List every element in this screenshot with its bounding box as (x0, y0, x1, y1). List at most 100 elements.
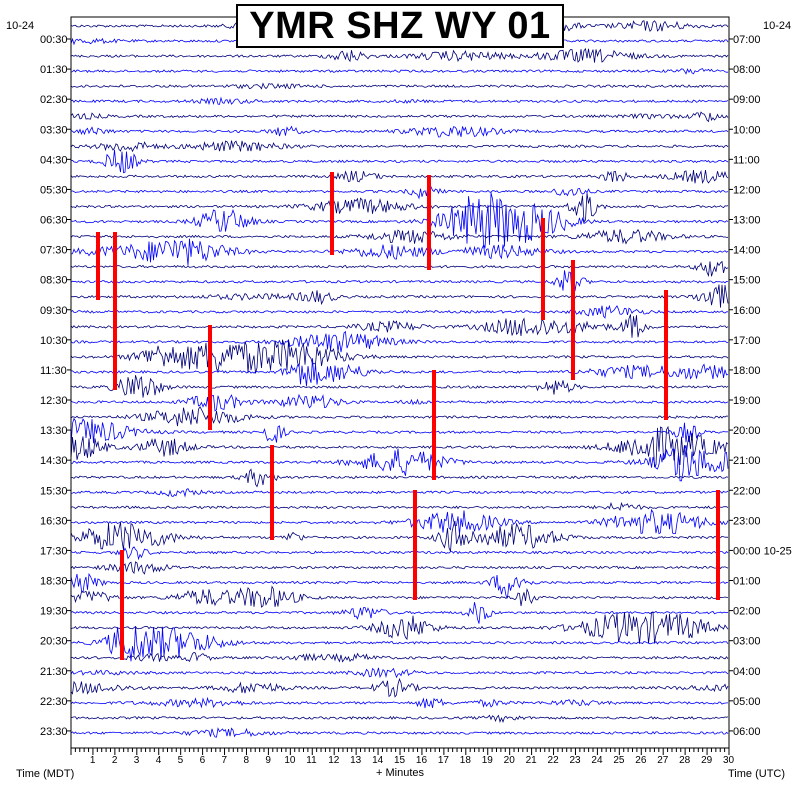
right-time-label: 03:00 (733, 636, 761, 648)
left-time-label: 23:30 (40, 726, 68, 738)
x-tick-label: 28 (679, 755, 691, 766)
x-tick-label: 21 (526, 755, 538, 766)
clipped-signal (427, 175, 431, 270)
trace-row (70, 170, 729, 184)
trace-row (70, 468, 729, 488)
right-time-label: 15:00 (733, 275, 761, 287)
clipped-signal (571, 260, 575, 380)
x-tick-label: 12 (328, 755, 340, 766)
left-time-label: 19:30 (40, 606, 68, 618)
right-time-label: 14:00 (733, 245, 761, 257)
right-time-label: 06:00 (733, 726, 761, 738)
trace-row (70, 611, 729, 644)
trace-row (70, 330, 729, 353)
x-tick-label: 5 (178, 755, 184, 766)
left-time-label: 02:30 (40, 94, 68, 106)
clipped-signal (716, 490, 720, 600)
x-tick-label: 25 (613, 755, 625, 766)
trace-row (70, 82, 729, 90)
right-time-label: 07:00 (733, 34, 761, 46)
trace-row (70, 125, 729, 138)
right-time-label: 00:00 10-25 (733, 545, 792, 557)
trace-row (70, 47, 729, 63)
chart-title-box: YMR SHZ WY 01 (236, 4, 564, 48)
right-time-label: 04:00 (733, 666, 761, 678)
left-time-label: 14:30 (40, 455, 68, 467)
trace-row (70, 651, 729, 663)
clipped-signal (664, 290, 668, 420)
x-tick-label: 26 (635, 755, 647, 766)
right-time-label: 05:00 (733, 696, 761, 708)
x-tick-label: 24 (591, 755, 603, 766)
left-time-label: 03:30 (40, 124, 68, 136)
x-tick-label: 19 (482, 755, 494, 766)
right-time-label: 23:00 (733, 515, 761, 527)
clipped-signal (432, 370, 436, 480)
left-time-label: 01:30 (40, 64, 68, 76)
right-time-label: 01:00 (733, 576, 761, 588)
trace-row (70, 561, 729, 575)
trace-row (70, 375, 729, 398)
left-time-label: 15:30 (40, 485, 68, 497)
trace-row (70, 585, 729, 608)
trace-row (70, 677, 729, 698)
x-tick-label: 13 (350, 755, 362, 766)
left-time-label: 04:30 (40, 154, 68, 166)
trace-row (70, 358, 729, 387)
trace-row (70, 192, 729, 249)
left-time-label: 00:30 (40, 34, 68, 46)
trace-row (70, 314, 729, 338)
left-time-label: 06:30 (40, 215, 68, 227)
trace-row (70, 238, 729, 266)
date-right-label: 10-24 (763, 20, 792, 32)
trace-row (70, 393, 729, 412)
x-tick-label: 22 (548, 755, 560, 766)
trace-row (70, 425, 729, 468)
left-time-label: 18:30 (40, 576, 68, 588)
clipped-signal (270, 445, 274, 540)
seismic-traces (70, 19, 729, 738)
x-tick-label: 10 (284, 755, 296, 766)
x-tick-label: 23 (569, 755, 581, 766)
trace-row (70, 444, 729, 482)
right-time-label: 02:00 (733, 606, 761, 618)
left-time-label: 05:30 (40, 184, 68, 196)
trace-row (70, 714, 729, 723)
right-time-label: 09:00 (733, 94, 761, 106)
right-time-label: 10:00 (733, 124, 761, 136)
left-time-label: 10:30 (40, 335, 68, 347)
trace-row (70, 284, 729, 308)
x-tick-label: 9 (265, 755, 271, 766)
trace-row (70, 149, 729, 174)
x-tick-label: 15 (394, 755, 406, 766)
trace-row (70, 339, 729, 374)
trace-row (70, 602, 729, 624)
x-axis-ticks: 1 2 3 4 5 6 7 8 9 10 11 12 13 14 15 16 17 18 19 20 21 22 23 24 2… (70, 748, 735, 766)
x-axis-label: + Minutes (376, 767, 424, 779)
x-tick-label: 20 (504, 755, 516, 766)
clipped-signal (96, 232, 100, 300)
x-tick-label: 18 (460, 755, 472, 766)
clipped-signal (113, 232, 117, 390)
left-time-labels: 00:30 01:30 02:30 03:30 04:30 05:30 06:30 07:30… (40, 34, 71, 738)
x-tick-label: 7 (222, 755, 228, 766)
clipped-signal (541, 218, 545, 320)
right-time-label: 18:00 (733, 365, 761, 377)
right-time-label: 20:00 (733, 425, 761, 437)
left-time-label: 12:30 (40, 395, 68, 407)
right-time-label: 16:00 (733, 305, 761, 317)
right-time-label: 22:00 (733, 485, 761, 497)
x-tick-label: 27 (657, 755, 669, 766)
right-time-label: 19:00 (733, 395, 761, 407)
x-tick-label: 6 (200, 755, 206, 766)
right-time-label: 13:00 (733, 215, 761, 227)
trace-row (70, 667, 729, 679)
left-time-label: 09:30 (40, 305, 68, 317)
left-time-label: 11:30 (40, 365, 67, 377)
x-tick-label: 3 (134, 755, 140, 766)
left-time-label: 13:30 (40, 425, 68, 437)
right-time-label: 11:00 (733, 154, 760, 166)
trace-row (70, 96, 729, 106)
right-time-label: 21:00 (733, 455, 761, 467)
